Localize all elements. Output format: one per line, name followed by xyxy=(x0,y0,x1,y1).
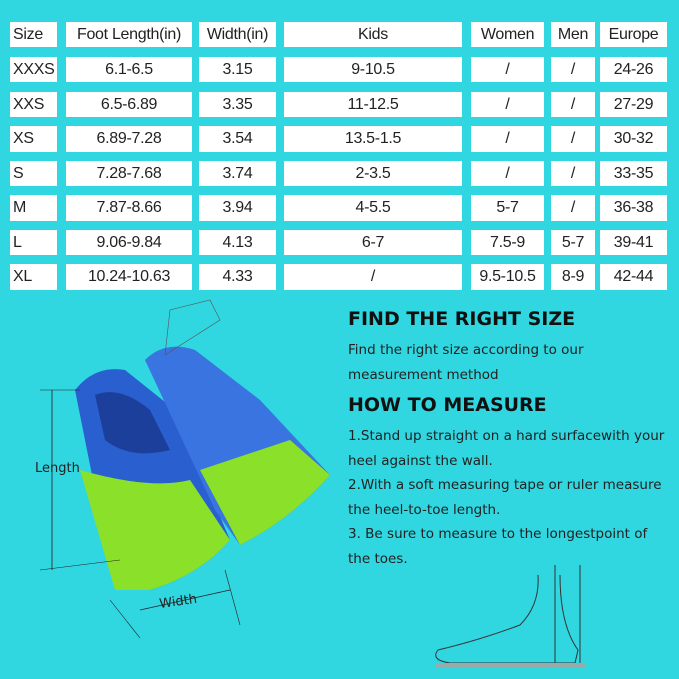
fin-right xyxy=(145,299,330,545)
length-label: Length xyxy=(35,461,80,476)
table-cell: 9.5-10.5 xyxy=(471,264,544,290)
table-cell: / xyxy=(471,57,544,82)
width-arrow xyxy=(139,589,231,611)
table-cell: 3.15 xyxy=(199,57,276,82)
header-cell: Kids xyxy=(284,22,462,47)
table-cell: 6.89-7.28 xyxy=(66,126,192,152)
table-cell: L xyxy=(10,230,57,255)
table-cell: 11-12.5 xyxy=(284,92,462,117)
how-to-step-3: 3. Be sure to measure to the longestpoin… xyxy=(348,526,648,567)
table-cell: 3.54 xyxy=(199,126,276,152)
table-cell: / xyxy=(551,195,595,221)
table-cell: 3.35 xyxy=(199,92,276,117)
find-size-title: FIND THE RIGHT SIZE xyxy=(348,308,576,330)
table-cell: 30-32 xyxy=(600,126,667,152)
header-cell: Width(in) xyxy=(199,22,276,47)
table-cell: / xyxy=(551,57,595,82)
header-cell: Europe xyxy=(600,22,667,47)
table-cell: 6.5-6.89 xyxy=(66,92,192,117)
table-cell: 13.5-1.5 xyxy=(284,126,462,152)
table-cell: / xyxy=(471,92,544,117)
table-cell: 36-38 xyxy=(600,195,667,221)
table-cell: 3.94 xyxy=(199,195,276,221)
header-cell: Men xyxy=(551,22,595,47)
how-to-title: HOW TO MEASURE xyxy=(348,394,547,416)
table-cell: S xyxy=(10,161,57,186)
table-cell: XS xyxy=(10,126,57,152)
width-label: Width xyxy=(158,592,198,612)
how-to-step-1: 1.Stand up straight on a hard surfacewit… xyxy=(348,428,665,469)
table-cell: 8-9 xyxy=(551,264,595,290)
table-cell: M xyxy=(10,195,57,221)
table-cell: / xyxy=(551,126,595,152)
table-cell: 10.24-10.63 xyxy=(66,264,192,290)
header-cell: Size xyxy=(10,22,57,47)
table-cell: XL xyxy=(10,264,57,290)
table-cell: 5-7 xyxy=(471,195,544,221)
table-cell: XXXS xyxy=(10,57,57,82)
table-cell: / xyxy=(471,126,544,152)
table-cell: 4-5.5 xyxy=(284,195,462,221)
fin-left xyxy=(75,369,230,590)
table-cell: 7.5-9 xyxy=(471,230,544,255)
table-cell: 2-3.5 xyxy=(284,161,462,186)
header-cell: Women xyxy=(471,22,544,47)
table-cell: / xyxy=(551,161,595,186)
find-size-text: Find the right size according to our mea… xyxy=(348,342,584,383)
table-cell: 6-7 xyxy=(284,230,462,255)
table-cell: 7.87-8.66 xyxy=(66,195,192,221)
table-cell: 4.33 xyxy=(199,264,276,290)
table-cell: 39-41 xyxy=(600,230,667,255)
table-cell: / xyxy=(284,264,462,290)
table-cell: 4.13 xyxy=(199,230,276,255)
table-cell: 6.1-6.5 xyxy=(66,57,192,82)
table-cell: 5-7 xyxy=(551,230,595,255)
table-cell: / xyxy=(471,161,544,186)
table-cell: 9-10.5 xyxy=(284,57,462,82)
table-cell: 3.74 xyxy=(199,161,276,186)
table-cell: / xyxy=(551,92,595,117)
table-cell: 9.06-9.84 xyxy=(66,230,192,255)
header-cell: Foot Length(in) xyxy=(66,22,192,47)
fins-diagram: Length Width xyxy=(35,299,330,639)
table-cell: 27-29 xyxy=(600,92,667,117)
how-to-step-2: 2.With a soft measuring tape or ruler me… xyxy=(348,477,662,518)
table-cell: 33-35 xyxy=(600,161,667,186)
table-cell: 24-26 xyxy=(600,57,667,82)
foot-measure-diagram xyxy=(435,565,585,668)
table-cell: XXS xyxy=(10,92,57,117)
table-cell: 7.28-7.68 xyxy=(66,161,192,186)
table-cell: 42-44 xyxy=(600,264,667,290)
